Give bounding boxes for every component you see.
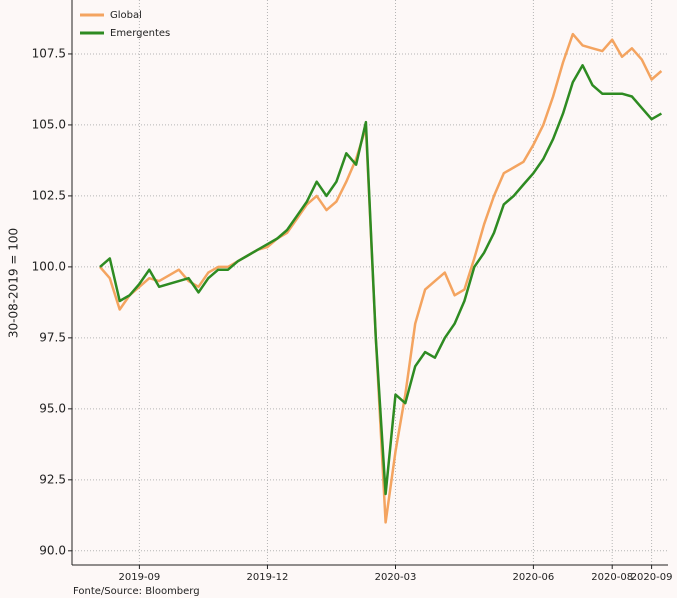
- y-tick-label: 107.5: [32, 46, 66, 60]
- x-tick-label: 2020-03: [375, 572, 417, 583]
- x-tick-label: 2020-06: [513, 572, 555, 583]
- x-tick-label: 2020-08: [591, 572, 633, 583]
- x-tick-label: 2019-09: [119, 572, 161, 583]
- y-tick-label: 90.0: [39, 543, 66, 557]
- y-tick-label: 100.0: [32, 259, 66, 273]
- y-tick-label: 95.0: [39, 401, 66, 415]
- y-tick-label: 97.5: [39, 330, 66, 344]
- legend-label: Global: [110, 10, 142, 21]
- y-tick-label: 92.5: [39, 472, 66, 486]
- x-tick-label: 2020-09: [631, 572, 673, 583]
- y-tick-label: 102.5: [32, 188, 66, 202]
- source-note: Fonte/Source: Bloomberg: [73, 586, 200, 597]
- y-axis-label: 30-08-2019 = 100: [7, 228, 21, 338]
- legend-label: Emergentes: [110, 28, 170, 39]
- y-tick-label: 105.0: [32, 117, 66, 131]
- x-tick-label: 2019-12: [247, 572, 289, 583]
- line-series: [99, 64, 663, 496]
